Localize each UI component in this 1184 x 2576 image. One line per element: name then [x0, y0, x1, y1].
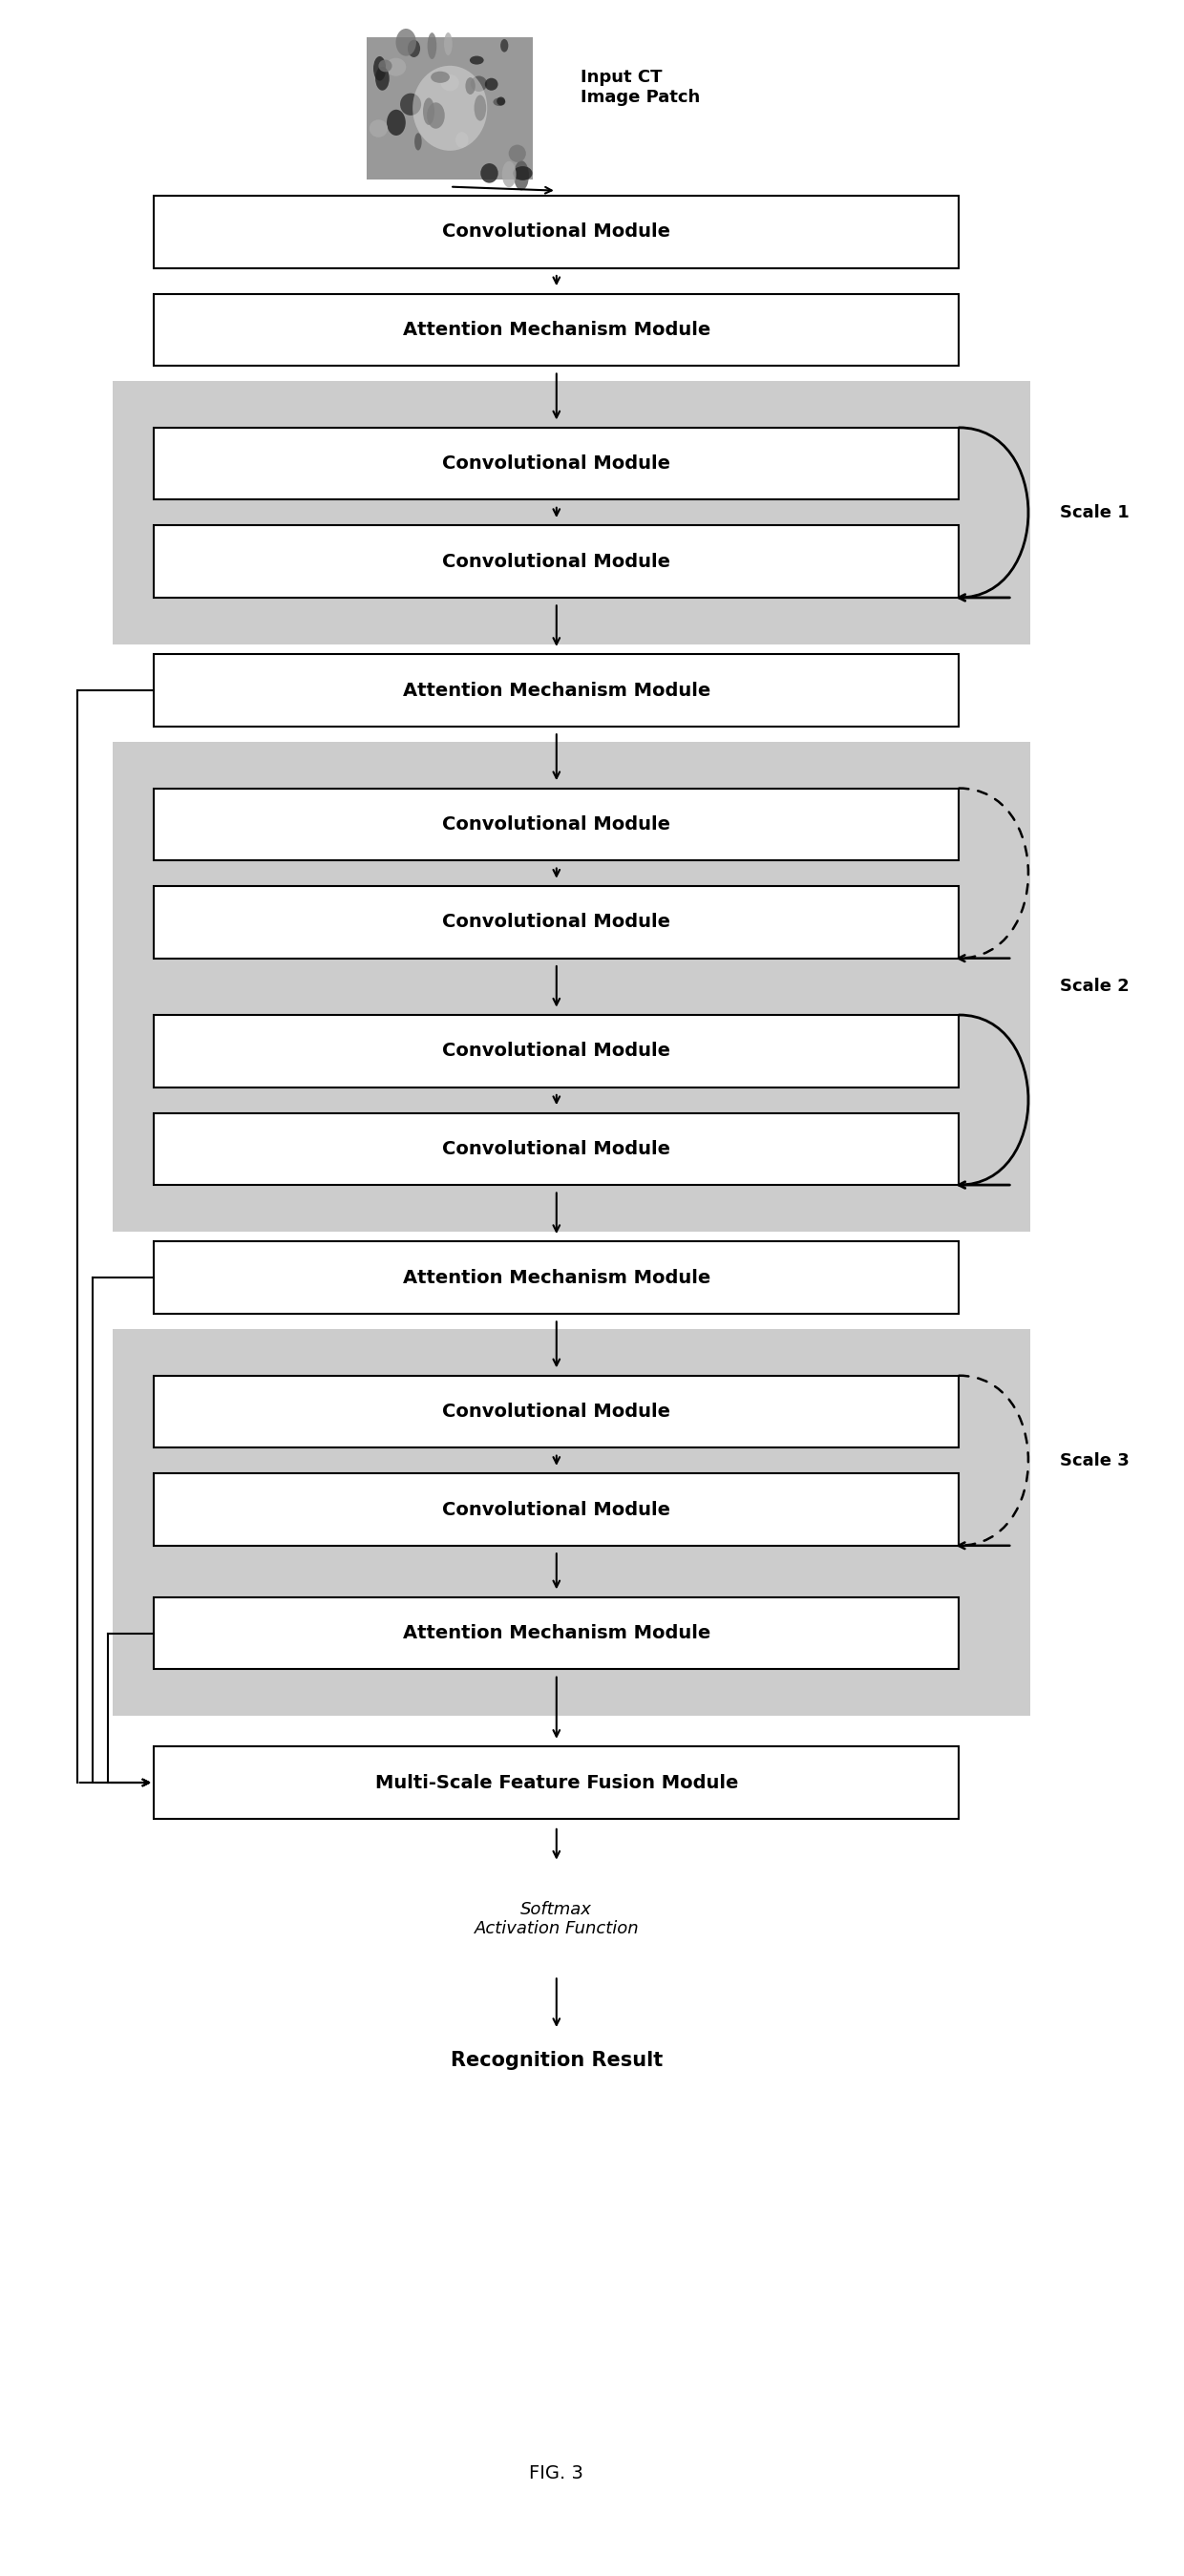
Text: Attention Mechanism Module: Attention Mechanism Module [403, 1267, 710, 1288]
Bar [112, 381, 1030, 644]
Text: Convolutional Module: Convolutional Module [443, 453, 670, 474]
Text: Attention Mechanism Module: Attention Mechanism Module [403, 680, 710, 701]
Text: Scale 2: Scale 2 [1060, 979, 1130, 994]
Text: Convolutional Module: Convolutional Module [443, 1139, 670, 1159]
Text: Attention Mechanism Module: Attention Mechanism Module [403, 1623, 710, 1643]
Ellipse shape [497, 98, 506, 106]
Text: Recognition Result: Recognition Result [450, 2050, 663, 2071]
Ellipse shape [481, 162, 498, 183]
Text: Softmax
Activation Function: Softmax Activation Function [474, 1901, 639, 1937]
Text: Scale 1: Scale 1 [1060, 505, 1130, 520]
Ellipse shape [509, 144, 526, 162]
Ellipse shape [395, 28, 417, 57]
Ellipse shape [501, 39, 508, 52]
Bar [154, 788, 959, 860]
Ellipse shape [427, 33, 437, 59]
Ellipse shape [514, 160, 529, 191]
Text: Scale 3: Scale 3 [1060, 1453, 1130, 1468]
Ellipse shape [494, 98, 506, 106]
Bar [154, 1113, 959, 1185]
Ellipse shape [444, 33, 452, 54]
Bar [154, 886, 959, 958]
Ellipse shape [407, 39, 420, 57]
Text: Convolutional Module: Convolutional Module [443, 912, 670, 933]
Ellipse shape [386, 57, 406, 77]
Ellipse shape [474, 95, 487, 121]
Bar [154, 196, 959, 268]
Text: Convolutional Module: Convolutional Module [443, 551, 670, 572]
Bar [154, 1473, 959, 1546]
Ellipse shape [431, 72, 450, 82]
Text: Convolutional Module: Convolutional Module [443, 222, 670, 242]
Ellipse shape [423, 98, 435, 126]
Bar [154, 1015, 959, 1087]
Ellipse shape [427, 103, 445, 129]
Ellipse shape [375, 67, 390, 90]
Bar [112, 742, 1030, 1231]
Bar [154, 1597, 959, 1669]
Text: Multi-Scale Feature Fusion Module: Multi-Scale Feature Fusion Module [375, 1772, 738, 1793]
Ellipse shape [400, 93, 422, 116]
Bar [367, 36, 533, 180]
Text: Convolutional Module: Convolutional Module [443, 1041, 670, 1061]
Text: FIG. 3: FIG. 3 [529, 2463, 584, 2483]
Ellipse shape [502, 162, 516, 188]
Ellipse shape [379, 59, 392, 72]
Ellipse shape [440, 75, 459, 90]
Bar [154, 1376, 959, 1448]
Bar [154, 526, 959, 598]
Ellipse shape [470, 75, 487, 93]
Ellipse shape [412, 67, 488, 152]
Ellipse shape [513, 167, 533, 180]
Bar [154, 1747, 959, 1819]
Bar [112, 1329, 1030, 1716]
Ellipse shape [465, 77, 475, 95]
Bar [154, 428, 959, 500]
Ellipse shape [369, 118, 387, 137]
Bar [154, 1242, 959, 1314]
Ellipse shape [470, 57, 484, 64]
Ellipse shape [485, 77, 498, 90]
Text: Input CT
Image Patch: Input CT Image Patch [580, 70, 700, 106]
Text: Convolutional Module: Convolutional Module [443, 814, 670, 835]
Ellipse shape [373, 57, 386, 80]
Bar [154, 294, 959, 366]
Ellipse shape [456, 131, 469, 147]
Text: Attention Mechanism Module: Attention Mechanism Module [403, 319, 710, 340]
Ellipse shape [414, 134, 422, 149]
Text: Convolutional Module: Convolutional Module [443, 1401, 670, 1422]
Text: Convolutional Module: Convolutional Module [443, 1499, 670, 1520]
Ellipse shape [387, 111, 406, 137]
Bar [154, 654, 959, 726]
